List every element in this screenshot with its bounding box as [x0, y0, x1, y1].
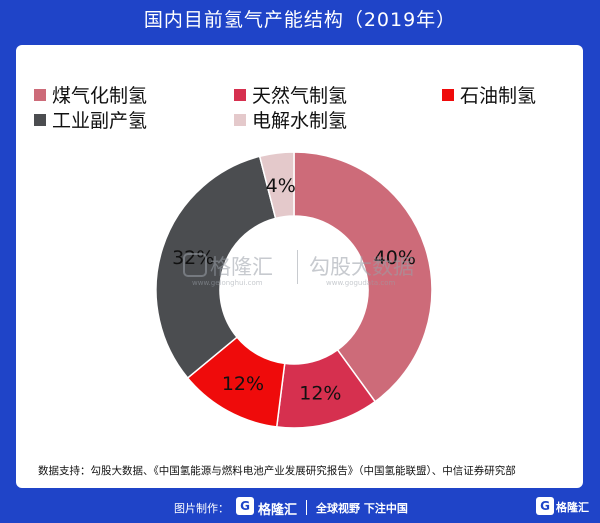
watermark-divider: [297, 250, 298, 284]
watermark-brand-url: www.gelonghui.com: [192, 279, 263, 287]
watermark-brand: 格隆汇: [210, 255, 273, 279]
footer-logo-right-icon: G: [536, 497, 554, 515]
footer-slogan: 全球视野 下注中国: [316, 502, 408, 515]
legend: 煤气化制氢 天然气制氢 石油制氢 工业副产氢 电解水制氢: [16, 45, 583, 155]
legend-label-0: 煤气化制氢: [52, 85, 148, 107]
watermark-partner-url: www.gogudata.com: [326, 279, 395, 287]
watermark: 格隆汇 www.gelonghui.com 勾股大数据 www.gogudata…: [183, 250, 414, 287]
legend-swatch-3: [34, 113, 46, 126]
legend-label-4: 电解水制氢: [252, 110, 348, 132]
legend-item-4: 电解水制氢: [234, 106, 347, 133]
legend-swatch-4: [234, 113, 246, 126]
donut-slice-3: [155, 155, 277, 380]
legend-item-3: 工业副产氢: [34, 106, 147, 133]
legend-item-1: 天然气制氢: [234, 81, 347, 108]
data-label-3: 32%: [172, 247, 214, 269]
data-label-1: 12%: [299, 383, 341, 405]
watermark-logo-icon: [183, 253, 207, 277]
chart-card: 煤气化制氢 天然气制氢 石油制氢 工业副产氢 电解水制氢 40% 12% 12% 32…: [16, 45, 583, 488]
legend-label-3: 工业副产氢: [52, 110, 148, 132]
data-label-2: 12%: [222, 373, 264, 395]
chart-title: 国内目前氢气产能结构（2019年）: [143, 9, 457, 31]
footer-brand-right: 格隆汇: [556, 501, 589, 514]
donut-chart: 40% 12% 12% 32% 4% 格隆汇 www.gelonghui.com 勾股大…: [155, 151, 433, 429]
donut-slice-4: [258, 151, 295, 220]
source-note: 数据支持：勾股大数据、《中国氢能源与燃料电池产业发展研究报告》（中国氢能联盟）、…: [38, 465, 516, 477]
footer: 图片制作： G 格隆汇 全球视野 下注中国 G 格隆汇: [0, 492, 600, 523]
data-label-4: 4%: [266, 175, 296, 197]
data-label-0: 40%: [374, 247, 416, 269]
legend-label-1: 天然气制氢: [252, 85, 348, 107]
legend-label-2: 石油制氢: [460, 85, 537, 107]
donut-slice-0: [293, 151, 433, 403]
legend-swatch-0: [34, 88, 46, 101]
footer-divider: [306, 500, 307, 515]
data-labels-group: 40% 12% 12% 32% 4%: [172, 175, 416, 405]
footer-logo-icon: G: [236, 497, 254, 515]
legend-swatch-1: [234, 88, 246, 101]
slices-group: [155, 151, 433, 429]
footer-credit: 图片制作：: [174, 502, 229, 515]
legend-swatch-2: [442, 88, 454, 101]
watermark-partner: 勾股大数据: [309, 255, 414, 279]
legend-item-0: 煤气化制氢: [34, 81, 147, 108]
legend-item-2: 石油制氢: [442, 81, 536, 108]
footer-brand: 格隆汇: [258, 503, 298, 518]
